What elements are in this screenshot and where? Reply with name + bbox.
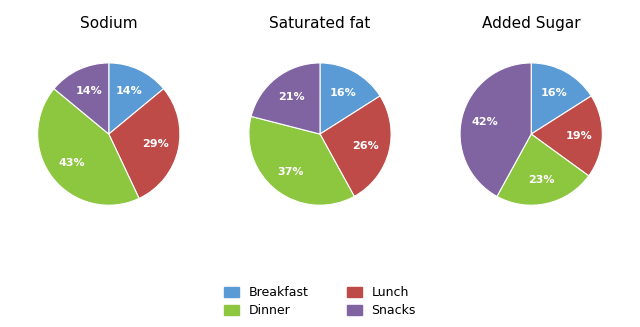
Wedge shape <box>531 96 602 176</box>
Wedge shape <box>531 63 591 134</box>
Text: 14%: 14% <box>116 86 142 96</box>
Title: Sodium: Sodium <box>80 16 138 31</box>
Text: 42%: 42% <box>472 117 499 127</box>
Wedge shape <box>38 89 139 205</box>
Wedge shape <box>54 63 109 134</box>
Wedge shape <box>109 63 164 134</box>
Text: 29%: 29% <box>141 139 168 149</box>
Wedge shape <box>460 63 531 197</box>
Text: 21%: 21% <box>278 92 304 102</box>
Legend: Breakfast, Dinner, Lunch, Snacks: Breakfast, Dinner, Lunch, Snacks <box>224 286 416 318</box>
Wedge shape <box>109 89 180 198</box>
Wedge shape <box>497 134 589 205</box>
Text: 16%: 16% <box>541 88 568 97</box>
Text: 16%: 16% <box>330 88 356 97</box>
Text: 14%: 14% <box>76 86 102 96</box>
Text: 23%: 23% <box>528 175 555 185</box>
Wedge shape <box>320 96 391 197</box>
Text: 37%: 37% <box>278 166 304 177</box>
Text: 26%: 26% <box>353 141 380 151</box>
Text: 19%: 19% <box>565 130 592 141</box>
Wedge shape <box>320 63 380 134</box>
Title: Added Sugar: Added Sugar <box>482 16 580 31</box>
Text: 43%: 43% <box>58 158 84 168</box>
Wedge shape <box>249 116 355 205</box>
Wedge shape <box>251 63 320 134</box>
Title: Saturated fat: Saturated fat <box>269 16 371 31</box>
